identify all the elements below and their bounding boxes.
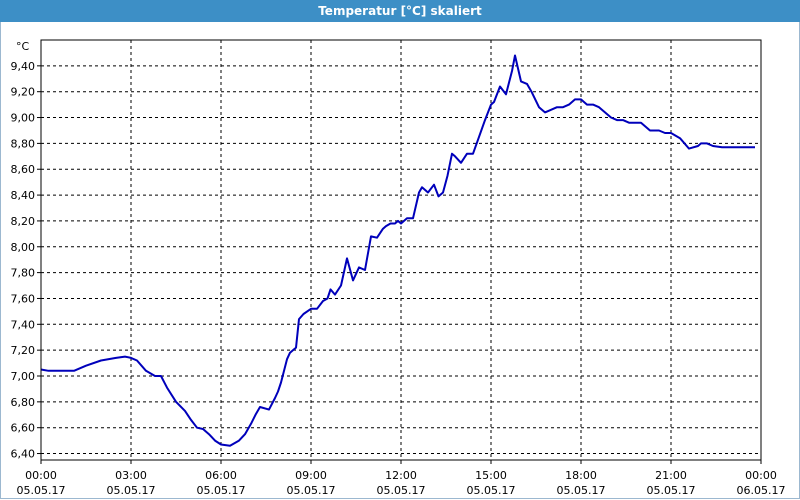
x-tick-time-label: 03:00 xyxy=(115,469,147,482)
x-tick-time-label: 18:00 xyxy=(565,469,597,482)
y-tick-label: 6,60 xyxy=(11,422,36,435)
y-tick-label: 9,00 xyxy=(11,112,36,125)
y-tick-label: 8,00 xyxy=(11,241,36,254)
x-tick-time-label: 00:00 xyxy=(745,469,777,482)
y-tick-label: 8,60 xyxy=(11,163,36,176)
x-tick-date-label: 05.05.17 xyxy=(467,484,516,497)
plot-area-border xyxy=(40,39,762,461)
x-tick-date-label: 05.05.17 xyxy=(557,484,606,497)
x-tick-date-label: 05.05.17 xyxy=(107,484,156,497)
y-tick-label: 8,40 xyxy=(11,189,36,202)
y-tick-label: 9,20 xyxy=(11,86,36,99)
y-tick-label: 7,00 xyxy=(11,370,36,383)
y-tick-label: 7,20 xyxy=(11,344,36,357)
series-layer xyxy=(40,54,755,447)
x-tick-date-label: 05.05.17 xyxy=(197,484,246,497)
x-axis-ticks: 00:00 05.05.17 03:00 05.05.17 06:00 05.05.17 0… xyxy=(17,460,786,497)
y-tick-label: 7,60 xyxy=(11,292,36,305)
y-tick-label: 7,80 xyxy=(11,267,36,280)
x-tick-date-label: 05.05.17 xyxy=(17,484,66,497)
x-tick-date-label: 05.05.17 xyxy=(647,484,696,497)
temperature-line xyxy=(40,54,755,447)
x-tick-time-label: 21:00 xyxy=(655,469,687,482)
chart-title: Temperatur [°C] skaliert xyxy=(0,0,800,22)
x-tick-date-label: 05.05.17 xyxy=(287,484,336,497)
x-tick-time-label: 15:00 xyxy=(475,469,507,482)
y-tick-label: 7,40 xyxy=(11,318,36,331)
x-tick-time-label: 09:00 xyxy=(295,469,327,482)
y-tick-label: 6,40 xyxy=(11,448,36,461)
y-tick-label: 9,40 xyxy=(11,60,36,73)
x-tick-time-label: 12:00 xyxy=(385,469,417,482)
x-tick-date-label: 06.05.17 xyxy=(737,484,786,497)
y-axis-unit-label: °C xyxy=(16,40,30,53)
y-tick-label: 8,80 xyxy=(11,137,36,150)
y-tick-label: 6,80 xyxy=(11,396,36,409)
x-tick-time-label: 06:00 xyxy=(205,469,237,482)
y-tick-label: 8,20 xyxy=(11,215,36,228)
grid-lines xyxy=(41,40,761,460)
x-tick-date-label: 05.05.17 xyxy=(377,484,426,497)
y-axis-ticks: 6,40 6,60 6,80 7,00 7,20 7,40 7,60 7,80 8,00 8,20… xyxy=(11,60,41,461)
x-tick-time-label: 00:00 xyxy=(25,469,57,482)
